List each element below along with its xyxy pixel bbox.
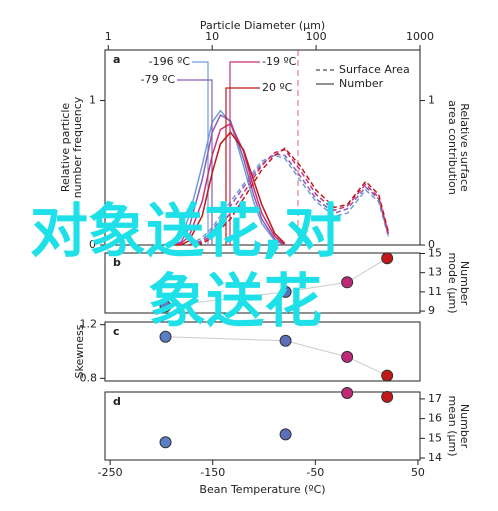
x-tick-label: 100 [306,30,327,43]
y-tick-label: 1 [89,94,96,107]
point [279,428,292,441]
y-tick-label: 13 [428,266,442,279]
point [159,436,172,449]
leader-line [192,61,209,245]
y-tick-label: 15 [428,431,442,444]
panel-frame [104,321,421,382]
leader-line [229,61,260,245]
legend-label: Surface Area [339,63,410,76]
series-label: 20 ºC [262,81,293,94]
x-tick-label: -250 [98,466,123,479]
point [279,285,292,298]
series-label: -196 ºC [149,55,191,68]
text-line: area contribution [446,100,459,195]
y-tick-label: 14 [428,451,442,464]
point [381,369,394,382]
y2-axis-label: Relative surfacearea contribution [446,100,471,195]
y-tick-label: 11 [428,285,442,298]
surface-curve [189,147,390,246]
point [159,300,172,313]
text-line: number frequency [71,96,84,198]
x-axis-label: Bean Temperature (ºC) [199,483,325,496]
leader-line [225,87,260,245]
panel-frame [104,391,421,461]
legend-label: Number [339,77,384,90]
point [341,350,354,363]
y-tick-label: 15 [428,246,442,259]
x-tick-label: 50 [411,466,425,479]
y-tick-label: 17 [428,392,442,405]
text-line: mode (µm) [446,253,459,314]
surface-curve [188,148,390,246]
text-line: Skewness [73,324,86,378]
panel-frame [104,49,421,246]
chart-title: Particle Diameter (µm) [200,19,325,32]
overlay-text: 对象送花,对 [30,197,342,265]
panel-label: c [113,325,120,338]
trend-line [165,336,388,377]
point [279,334,292,347]
panel-label: d [113,395,121,408]
point [341,276,354,289]
overlay-text: 象送花 [148,267,322,335]
y2-axis-label: Numbermean (µm) [446,396,471,457]
y-tick-label: 1.2 [80,318,98,331]
series-label: -19 ºC [262,55,297,68]
y2-axis-label: Numbermode (µm) [446,253,471,314]
y-axis-label: Skewness [73,324,86,378]
series-label: -79 ºC [141,73,176,86]
panel-label: b [113,256,121,269]
text-line: mean (µm) [446,396,459,457]
point [341,386,354,399]
text-line: Number [458,404,471,449]
y-axis-label: Relative particlenumber frequency [59,96,84,198]
point [381,252,394,265]
y-tick-label: 0 [89,238,96,251]
panel-label: a [113,53,120,66]
text-line: Relative surface [458,103,471,192]
panel-frame [104,252,421,314]
x-tick-label: 1 [105,30,112,43]
text-line: Number [458,261,471,306]
point [381,390,394,403]
x-tick-label: 1000 [406,30,434,43]
x-tick-label: -150 [200,466,225,479]
y-tick-label: 0.8 [80,371,98,384]
point [159,330,172,343]
y-tick-label: 16 [428,412,442,425]
text-line: Relative particle [59,103,72,193]
y-tick-label: 9 [428,304,435,317]
y2-tick-label: 1 [428,94,435,107]
leader-line [177,79,213,245]
x-tick-label: 10 [205,30,219,43]
x-tick-label: -50 [306,466,324,479]
surface-curve [188,154,390,246]
surface-curve [188,153,390,246]
trend-line [165,257,388,307]
y2-tick-label: 0 [428,238,435,251]
